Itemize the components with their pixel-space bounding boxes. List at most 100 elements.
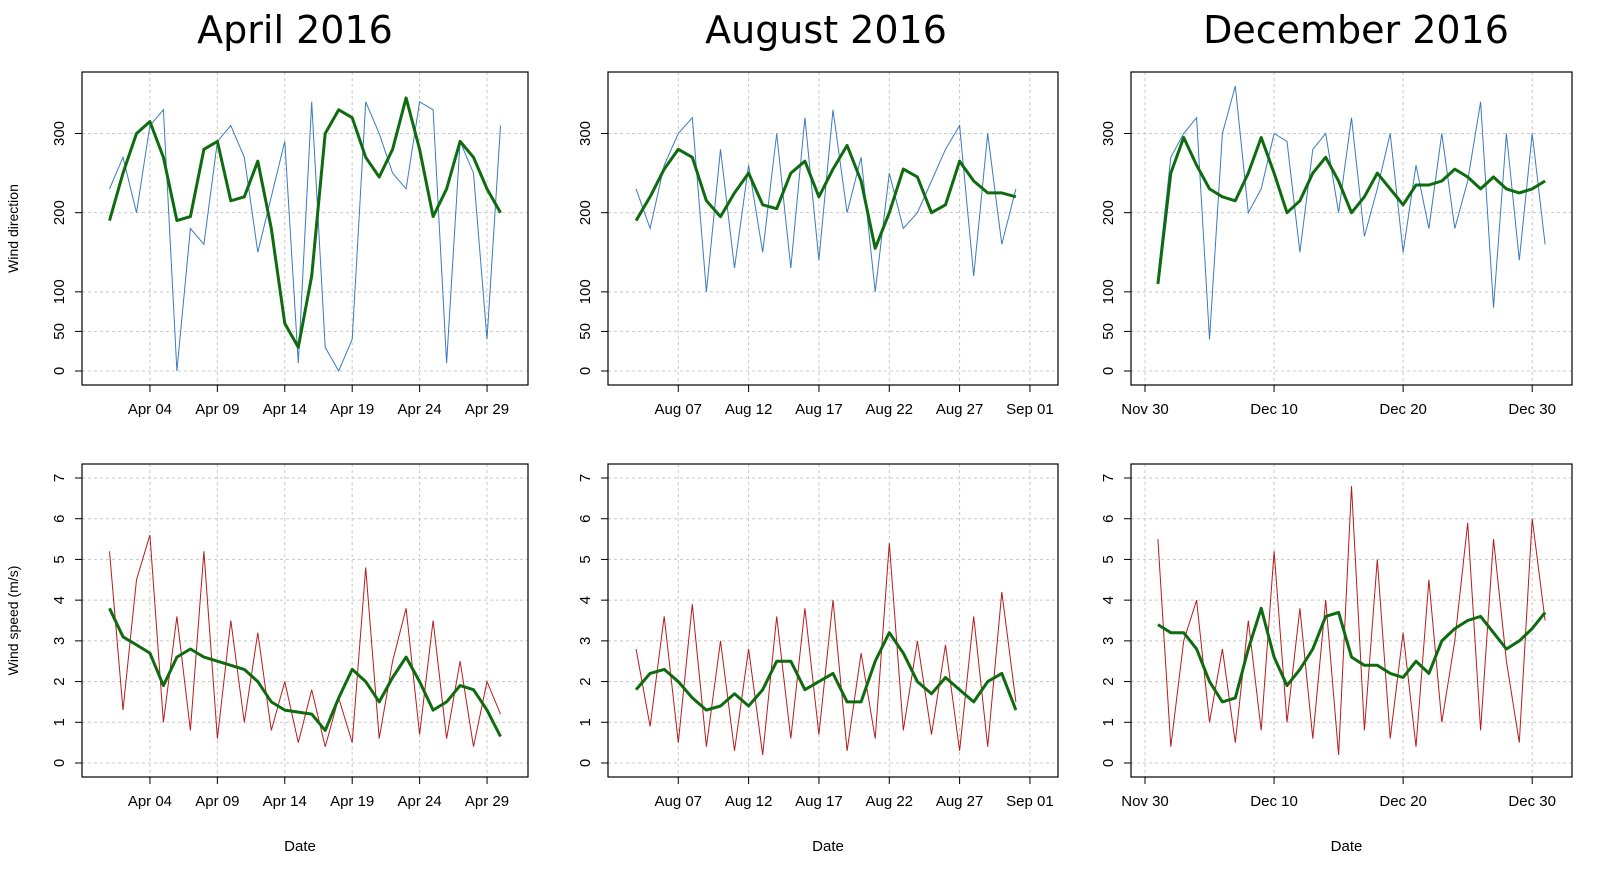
x-tick-label: Dec 10 bbox=[1250, 793, 1298, 810]
y-tick-label: 2 bbox=[51, 677, 68, 685]
plot-frame bbox=[81, 71, 529, 386]
x-tick-label: Apr 04 bbox=[128, 401, 172, 418]
x-tick-label: Apr 19 bbox=[330, 793, 374, 810]
series-hourly bbox=[1157, 486, 1546, 755]
x-tick-label: Dec 30 bbox=[1508, 401, 1556, 418]
y-tick-label: 1 bbox=[1100, 718, 1117, 726]
y-tick-label: 2 bbox=[577, 677, 594, 685]
series-smoothed bbox=[1156, 136, 1546, 285]
y-tick-label: 0 bbox=[577, 367, 594, 375]
series-hourly bbox=[109, 100, 501, 373]
y-tick-label: 1 bbox=[577, 718, 594, 726]
title-august: August 2016 bbox=[705, 8, 947, 52]
y-tick-label: 0 bbox=[1100, 759, 1117, 767]
series-hourly bbox=[109, 534, 501, 747]
plot-frame bbox=[607, 463, 1059, 778]
y-tick-label: 300 bbox=[51, 121, 68, 146]
y-tick-label: 200 bbox=[577, 200, 594, 225]
x-tick-label: Apr 19 bbox=[330, 401, 374, 418]
x-tick-label: Dec 20 bbox=[1379, 793, 1427, 810]
series-hourly bbox=[635, 109, 1017, 292]
y-tick-label: 100 bbox=[1100, 279, 1117, 304]
y-tick-label: 0 bbox=[1100, 367, 1117, 375]
y-tick-label: 200 bbox=[1100, 200, 1117, 225]
y-tick-label: 0 bbox=[577, 759, 594, 767]
x-tick-label: Apr 04 bbox=[128, 793, 172, 810]
y-tick-label: 100 bbox=[51, 279, 68, 304]
y-tick-label: 7 bbox=[1100, 474, 1117, 482]
y-tick-label: 2 bbox=[1100, 677, 1117, 685]
panel-december-direction: 0 50 100 200 300 Nov 30 Dec 10 Dec 20 Dec 30 bbox=[1100, 71, 1573, 418]
x-tick-label: Aug 12 bbox=[725, 401, 773, 418]
x-tick-label: Aug 22 bbox=[865, 401, 913, 418]
y-tick-label: 5 bbox=[51, 555, 68, 563]
x-axis-label: Date bbox=[812, 838, 844, 855]
plot-frame bbox=[607, 71, 1059, 386]
y-tick-label: 6 bbox=[577, 515, 594, 523]
x-tick-label: Dec 20 bbox=[1379, 401, 1427, 418]
y-tick-label: 3 bbox=[51, 637, 68, 645]
y-tick-label: 3 bbox=[577, 637, 594, 645]
y-tick-label: 3 bbox=[1100, 637, 1117, 645]
panel-august-direction: 0 50 100 200 300 Aug 07 Aug 12 Aug 17 Aug 22 Aug … bbox=[577, 71, 1059, 418]
x-tick-label: Apr 29 bbox=[465, 401, 509, 418]
y-tick-label: 100 bbox=[577, 279, 594, 304]
x-tick-label: Nov 30 bbox=[1121, 793, 1169, 810]
y-tick-label: 6 bbox=[1100, 515, 1117, 523]
y-tick-label: 5 bbox=[1100, 555, 1117, 563]
y-tick-label: 4 bbox=[577, 596, 594, 604]
x-tick-label: Nov 30 bbox=[1121, 401, 1169, 418]
x-tick-label: Apr 09 bbox=[195, 793, 239, 810]
title-april: April 2016 bbox=[197, 8, 393, 52]
panel-december-speed: 0 1 2 3 4 5 6 7 Nov 30 Dec 10 Dec 20 Dec 30 Date bbox=[1100, 463, 1573, 855]
series-hourly bbox=[1157, 85, 1546, 340]
y-tick-label: 4 bbox=[51, 596, 68, 604]
x-tick-label: Aug 07 bbox=[654, 793, 702, 810]
panel-april-speed: 0 1 2 3 4 5 6 7 Apr 04 Apr 09 Apr 14 Apr 19 Apr 24 Ap… bbox=[5, 463, 529, 855]
y-axis-label: Wind speed (m/s) bbox=[5, 566, 21, 676]
x-axis-label: Date bbox=[1331, 838, 1363, 855]
x-tick-label: Apr 24 bbox=[398, 793, 442, 810]
plot-frame bbox=[1130, 71, 1573, 386]
panel-april-direction: 0 50 100 200 300 Apr 04 Apr 09 Apr 14 Apr 19 Apr … bbox=[5, 71, 529, 418]
series-smoothed bbox=[634, 631, 1018, 712]
x-tick-label: Dec 10 bbox=[1250, 401, 1298, 418]
x-tick-label: Aug 17 bbox=[795, 401, 843, 418]
y-tick-label: 5 bbox=[577, 555, 594, 563]
y-tick-label: 0 bbox=[51, 367, 68, 375]
y-tick-label: 1 bbox=[51, 718, 68, 726]
panel-august-speed: 0 1 2 3 4 5 6 7 Aug 07 Aug 12 Aug 17 Aug 22 Aug 27 Se… bbox=[577, 463, 1059, 855]
series-hourly bbox=[635, 543, 1017, 755]
y-tick-label: 6 bbox=[51, 515, 68, 523]
x-tick-label: Aug 22 bbox=[865, 793, 913, 810]
plot-frame bbox=[81, 463, 529, 778]
x-tick-label: Apr 14 bbox=[263, 793, 307, 810]
series-smoothed bbox=[108, 96, 502, 349]
y-tick-label: 7 bbox=[51, 474, 68, 482]
x-tick-label: Aug 12 bbox=[725, 793, 773, 810]
x-tick-label: Sep 01 bbox=[1006, 401, 1054, 418]
y-tick-label: 7 bbox=[577, 474, 594, 482]
series-smoothed bbox=[1157, 606, 1547, 704]
x-tick-label: Aug 17 bbox=[795, 793, 843, 810]
x-tick-label: Aug 27 bbox=[936, 793, 984, 810]
y-tick-label: 50 bbox=[51, 323, 68, 340]
y-tick-label: 50 bbox=[577, 323, 594, 340]
y-tick-label: 200 bbox=[51, 200, 68, 225]
x-tick-label: Aug 07 bbox=[654, 401, 702, 418]
x-tick-label: Dec 30 bbox=[1508, 793, 1556, 810]
y-tick-label: 300 bbox=[1100, 121, 1117, 146]
x-tick-label: Apr 24 bbox=[398, 401, 442, 418]
y-tick-label: 50 bbox=[1100, 323, 1117, 340]
x-tick-label: Apr 09 bbox=[195, 401, 239, 418]
title-december: December 2016 bbox=[1203, 8, 1509, 52]
plot-frame bbox=[1130, 463, 1573, 778]
x-tick-label: Aug 27 bbox=[936, 401, 984, 418]
series-smoothed bbox=[108, 607, 502, 738]
y-tick-label: 300 bbox=[577, 121, 594, 146]
x-tick-label: Apr 14 bbox=[263, 401, 307, 418]
y-tick-label: 0 bbox=[51, 759, 68, 767]
x-tick-label: Apr 29 bbox=[465, 793, 509, 810]
